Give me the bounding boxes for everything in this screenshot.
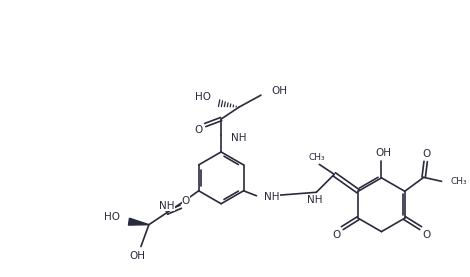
Text: O: O: [423, 149, 431, 160]
Text: OH: OH: [129, 250, 145, 261]
Text: OH: OH: [376, 148, 392, 158]
Text: NH: NH: [159, 201, 175, 211]
Polygon shape: [128, 218, 149, 225]
Text: O: O: [423, 230, 431, 240]
Text: O: O: [332, 230, 340, 240]
Text: NH: NH: [231, 133, 247, 143]
Text: NH: NH: [306, 195, 322, 205]
Text: NH: NH: [265, 192, 280, 202]
Text: O: O: [194, 125, 202, 135]
Text: HO: HO: [195, 92, 211, 102]
Text: HO: HO: [104, 212, 120, 222]
Text: CH₃: CH₃: [451, 177, 467, 186]
Text: OH: OH: [271, 86, 287, 96]
Text: O: O: [181, 196, 190, 206]
Text: CH₃: CH₃: [308, 153, 325, 162]
